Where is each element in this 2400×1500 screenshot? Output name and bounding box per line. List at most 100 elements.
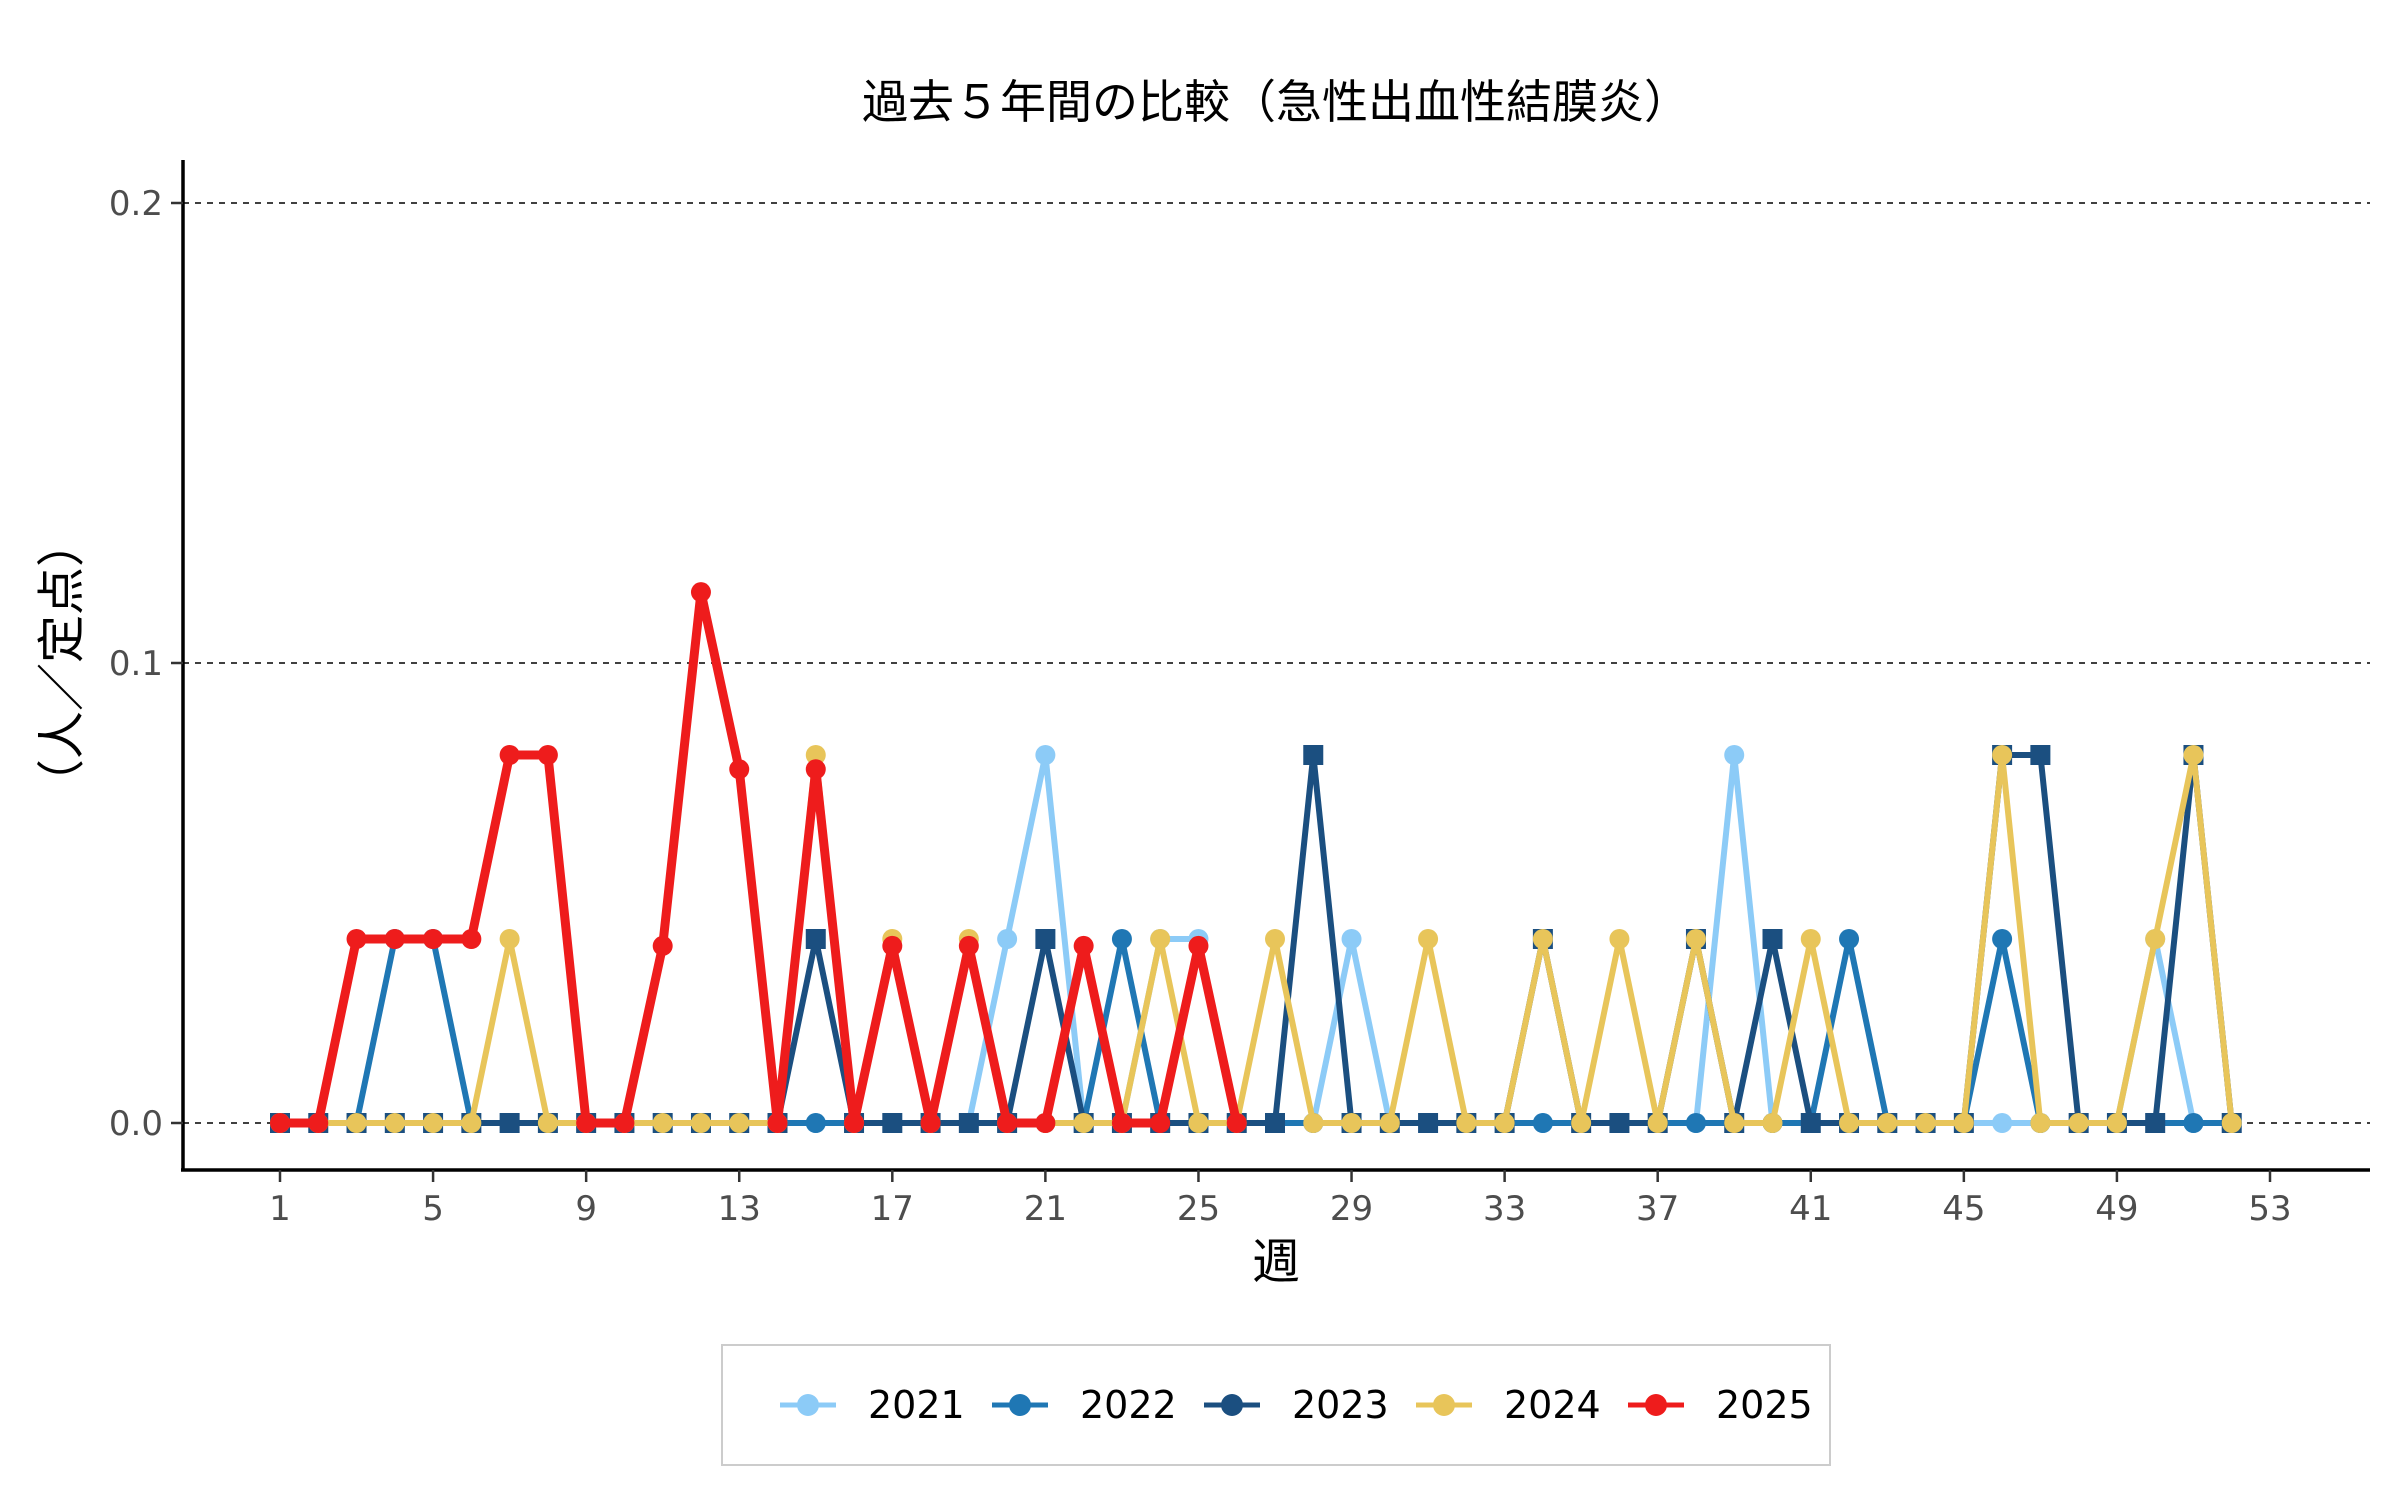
series-line-2025 (275, 587, 1242, 1128)
data-point (461, 1113, 482, 1133)
legend-item-2022: 2022 (992, 1383, 1177, 1427)
series-2025 (270, 582, 1247, 1133)
data-point (346, 1113, 367, 1133)
data-point (537, 1113, 558, 1133)
x-tick-label: 37 (1636, 1189, 1679, 1229)
data-point (1188, 935, 1209, 956)
data-point (1992, 745, 2013, 765)
data-point (384, 1113, 405, 1133)
legend: 2021 2022 2023 2024 2025 (721, 1344, 1831, 1466)
data-point (1800, 1113, 1821, 1133)
data-point (1265, 1113, 1285, 1133)
data-point (1992, 929, 2013, 949)
data-point (2068, 1113, 2089, 1133)
legend-item-2023: 2023 (1204, 1383, 1389, 1427)
data-point (1685, 929, 1706, 949)
data-point (1341, 1113, 1362, 1133)
data-point (1035, 745, 1056, 765)
x-tick-label: 41 (1789, 1189, 1832, 1229)
data-point (1188, 1113, 1209, 1133)
y-tick-label: 0.2 (109, 184, 163, 224)
x-tick-label: 1 (269, 1189, 291, 1229)
x-tick-label: 21 (1024, 1189, 1067, 1229)
x-tick-label: 17 (871, 1189, 914, 1229)
data-point (958, 1113, 979, 1133)
data-point (1379, 1113, 1400, 1133)
data-point (2030, 1113, 2051, 1133)
data-point (1571, 1113, 1592, 1133)
data-point (2221, 1113, 2242, 1133)
data-point (1150, 1113, 1171, 1133)
data-point (1150, 929, 1171, 949)
data-point (1418, 1113, 1439, 1133)
data-point (576, 1113, 597, 1133)
x-tick-label: 45 (1942, 1189, 1985, 1229)
legend-swatch-marker (1433, 1394, 1455, 1416)
data-point (1341, 929, 1362, 949)
series-layer (270, 582, 2242, 1133)
legend-item-2025: 2025 (1628, 1383, 1813, 1427)
data-point (1953, 1113, 1974, 1133)
legend-label: 2023 (1292, 1383, 1389, 1427)
data-point (499, 929, 520, 949)
legend-label: 2021 (868, 1383, 965, 1427)
data-point (1915, 1113, 1936, 1133)
data-point (2183, 1113, 2204, 1133)
x-tick-label: 5 (422, 1189, 444, 1229)
data-point (1877, 1113, 1898, 1133)
data-point (1073, 935, 1094, 956)
data-point (1609, 929, 1630, 949)
data-point (690, 582, 711, 603)
data-point (882, 1113, 903, 1133)
data-point (690, 1113, 711, 1133)
x-axis-title: 週 (1252, 1234, 1300, 1290)
data-point (1647, 1113, 1668, 1133)
data-point (1532, 1113, 1553, 1133)
x-tick-label: 53 (2248, 1189, 2291, 1229)
y-axis-title: （人／定点） (34, 519, 90, 807)
data-point (652, 1113, 673, 1133)
x-tick-label: 13 (718, 1189, 761, 1229)
y-tick-label: 0.0 (109, 1104, 163, 1144)
data-point (805, 745, 826, 765)
data-point (270, 1113, 290, 1133)
data-point (1724, 745, 1745, 765)
data-point (1992, 1113, 2013, 1133)
legend-swatch-marker (1221, 1394, 1243, 1416)
data-point (2145, 1113, 2166, 1133)
x-tick-label: 25 (1177, 1189, 1220, 1229)
data-point (729, 1113, 750, 1133)
x-tick-label: 9 (575, 1189, 597, 1229)
axes (181, 160, 2370, 1172)
data-point (308, 1113, 329, 1133)
data-point (384, 929, 405, 949)
legend-swatch-marker (797, 1394, 819, 1416)
data-point (1265, 929, 1285, 949)
data-point (1762, 1113, 1783, 1133)
data-point (537, 745, 558, 765)
series-line-2021 (277, 752, 2235, 1126)
data-point (920, 1113, 941, 1133)
data-point (1685, 1113, 1706, 1133)
x-tick-label: 33 (1483, 1189, 1526, 1229)
data-point (1762, 929, 1783, 949)
data-point (844, 1113, 865, 1133)
data-point (882, 935, 903, 956)
data-point (1035, 929, 1056, 949)
data-point (2145, 929, 2166, 949)
legend-label: 2022 (1080, 1383, 1177, 1427)
x-tick-label: 49 (2095, 1189, 2138, 1229)
data-point (1456, 1113, 1477, 1133)
y-tick-label: 0.1 (109, 644, 163, 684)
data-point (1418, 929, 1439, 949)
data-point (805, 759, 826, 780)
data-point (2106, 1113, 2127, 1133)
series-line-2024 (277, 752, 2235, 1126)
data-point (1111, 1113, 1132, 1133)
data-point (1111, 929, 1132, 949)
data-point (499, 745, 520, 765)
gridlines (183, 202, 2370, 1124)
chart-title: 過去５年間の比較（急性出血性結膜炎） (862, 75, 1690, 129)
data-point (958, 935, 979, 956)
